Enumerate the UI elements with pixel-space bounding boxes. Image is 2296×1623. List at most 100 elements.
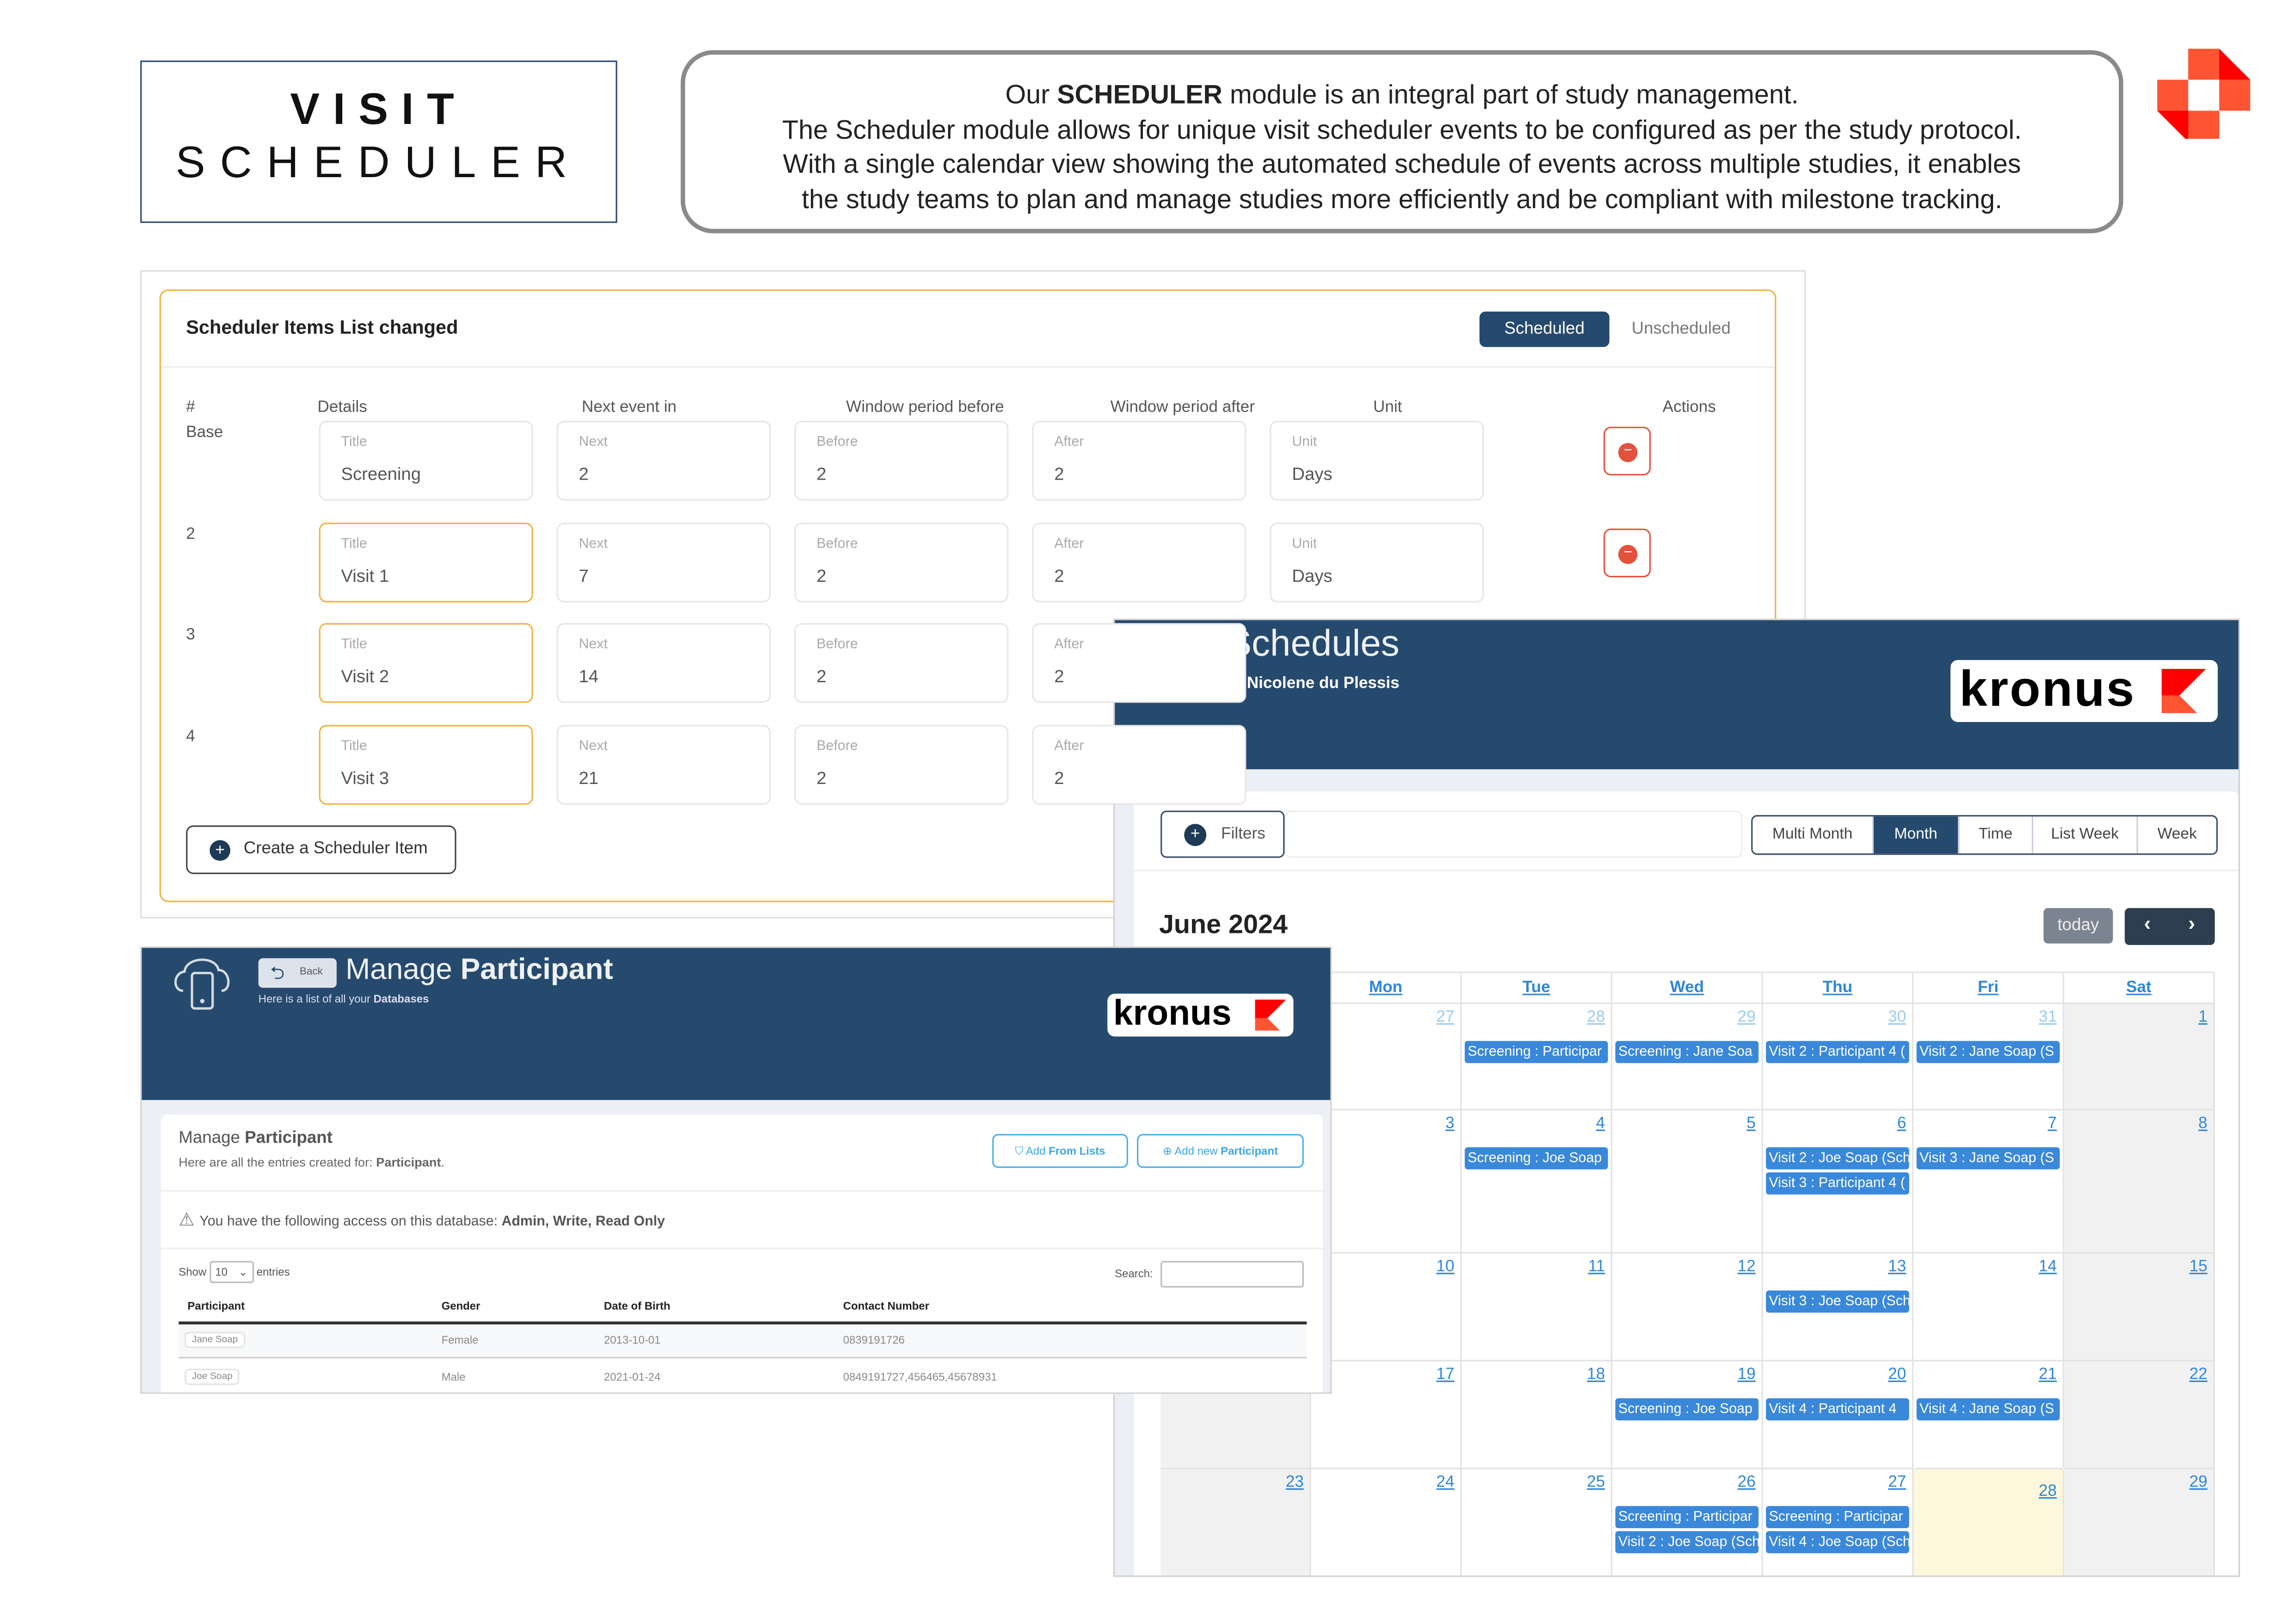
view-time[interactable]: Time [1959,816,2033,854]
day-number[interactable]: 6 [1897,1115,1907,1133]
calendar-event[interactable]: Visit 2 : Jane Soap (S [1916,1041,2060,1063]
day-number[interactable]: 29 [1737,1008,1756,1026]
unit-field[interactable]: Unit Days [1270,523,1484,603]
calendar-event[interactable]: Visit 4 : Joe Soap (Sch [1765,1531,1909,1554]
day-number[interactable]: 15 [2189,1258,2208,1276]
day-number[interactable]: 26 [1737,1473,1756,1492]
calendar-event[interactable]: Visit 2 : Joe Soap (Sch [1615,1531,1759,1554]
day-cell[interactable]: 6 Visit 2 : Joe Soap (Sch Visit 3 : Partic… [1763,1109,1914,1253]
day-cell[interactable]: 3 [1311,1109,1462,1253]
day-cell[interactable]: 10 [1311,1252,1462,1360]
page-size-select[interactable]: 10 ⌄ [209,1261,254,1284]
tab-scheduled[interactable]: Scheduled [1479,311,1610,347]
day-cell[interactable]: 17 [1311,1360,1462,1468]
next-field[interactable]: Next 2 [556,420,771,501]
participant-chip[interactable]: Jane Soap [185,1332,246,1348]
title-field[interactable]: Title Screening [319,420,533,501]
day-number[interactable]: 31 [2038,1008,2057,1026]
next-field[interactable]: Next 14 [556,623,771,703]
day-number[interactable]: 12 [1737,1258,1756,1276]
weekday-header-sat[interactable]: Sat [2064,971,2215,1003]
filter-bar[interactable] [1284,810,1742,858]
weekday-header-tue[interactable]: Tue [1462,971,1612,1003]
table-row[interactable]: Jane Soap Female 2013-10-01 0839191726 [179,1324,1307,1358]
day-number[interactable]: 20 [1888,1365,1907,1384]
calendar-event[interactable]: Visit 3 : Jane Soap (S [1916,1147,2060,1170]
before-field[interactable]: Before 2 [794,623,1009,703]
day-number[interactable]: 24 [1436,1473,1455,1492]
weekday-header-thu[interactable]: Thu [1763,971,1914,1003]
calendar-event[interactable]: Screening : Participar [1765,1506,1909,1529]
day-cell[interactable]: 27 Screening : Participar Visit 4 : Joe So… [1763,1468,1914,1576]
day-cell[interactable]: 13 Visit 3 : Joe Soap (Sch [1763,1252,1914,1360]
title-field[interactable]: Title Visit 1 [319,523,533,603]
day-number[interactable]: 14 [2038,1258,2057,1276]
day-cell[interactable]: 30 Visit 2 : Participant 4 ( [1763,1002,1914,1109]
day-cell[interactable]: 12 [1612,1252,1763,1360]
view-list-week[interactable]: List Week [2033,816,2138,854]
day-number[interactable]: 1 [2198,1008,2208,1026]
day-cell[interactable]: 8 [2064,1109,2215,1253]
day-number[interactable]: 7 [2048,1115,2057,1133]
create-scheduler-item-button[interactable]: + Create a Scheduler Item [186,825,457,874]
day-number[interactable]: 4 [1596,1115,1605,1133]
day-cell[interactable]: 14 [1913,1252,2064,1360]
calendar-event[interactable]: Screening : Joe Soap [1615,1398,1759,1420]
weekday-header-fri[interactable]: Fri [1913,971,2064,1003]
today-button[interactable]: today [2043,908,2113,944]
next-field[interactable]: Next 21 [556,725,771,805]
day-number[interactable]: 21 [2038,1365,2057,1384]
view-week[interactable]: Week [2157,825,2197,843]
day-cell[interactable]: 18 [1462,1360,1612,1468]
after-field[interactable]: After 2 [1032,420,1247,501]
day-number[interactable]: 13 [1888,1258,1907,1276]
delete-row-button[interactable]: − [1603,426,1651,475]
day-cell[interactable]: 27 [1311,1002,1462,1109]
day-number[interactable]: 22 [2189,1365,2208,1384]
view-multi-month[interactable]: Multi Month [1753,816,1874,854]
prev-month-button[interactable]: ‹ [2144,911,2151,935]
day-number[interactable]: 5 [1747,1115,1756,1133]
day-cell[interactable]: 19 Screening : Joe Soap [1612,1360,1763,1468]
day-cell[interactable]: 28 [1913,1468,2064,1576]
day-cell[interactable]: 25 [1462,1468,1612,1576]
day-cell[interactable]: 31 Visit 2 : Jane Soap (S [1913,1002,2064,1109]
day-cell[interactable]: 4 Screening : Joe Soap [1462,1109,1612,1253]
unit-field[interactable]: Unit Days [1270,420,1484,501]
day-number[interactable]: 28 [2038,1482,2057,1500]
day-number[interactable]: 23 [1285,1473,1304,1492]
day-number[interactable]: 27 [1888,1473,1907,1492]
view-month[interactable]: Month [1874,816,1960,854]
calendar-event[interactable]: Screening : Jane Soa [1615,1041,1759,1063]
day-cell[interactable]: 29 Screening : Jane Soa [1612,1002,1763,1109]
day-number[interactable]: 30 [1888,1008,1907,1026]
next-month-button[interactable]: › [2188,911,2195,935]
title-field[interactable]: Title Visit 2 [319,623,533,703]
weekday-header-mon[interactable]: Mon [1311,971,1462,1003]
before-field[interactable]: Before 2 [794,523,1009,603]
day-number[interactable]: 17 [1436,1365,1455,1384]
day-number[interactable]: 29 [2189,1473,2208,1492]
table-row[interactable]: Joe Soap Male 2021-01-24 0849191727,4564… [179,1360,1307,1392]
calendar-event[interactable]: Visit 2 : Participant 4 ( [1765,1041,1909,1063]
calendar-event[interactable]: Visit 4 : Participant 4 [1765,1398,1909,1420]
day-number[interactable]: 25 [1586,1473,1605,1492]
day-cell[interactable]: 7 Visit 3 : Jane Soap (S [1913,1109,2064,1253]
day-cell[interactable]: 23 [1160,1468,1311,1576]
tab-unscheduled[interactable]: Unscheduled [1631,320,1731,339]
day-number[interactable]: 27 [1436,1008,1455,1026]
day-number[interactable]: 11 [1588,1258,1605,1276]
after-field[interactable]: After 2 [1032,623,1247,703]
participant-chip[interactable]: Joe Soap [185,1369,240,1385]
day-cell[interactable]: 20 Visit 4 : Participant 4 [1763,1360,1914,1468]
after-field[interactable]: After 2 [1032,523,1247,603]
add-new-participant-button[interactable]: ⊕ Add new Participant [1137,1134,1304,1168]
day-number[interactable]: 18 [1586,1365,1605,1384]
day-cell[interactable]: 11 [1462,1252,1612,1360]
search-input[interactable] [1160,1261,1304,1288]
day-cell[interactable]: 5 [1612,1109,1763,1253]
day-cell[interactable]: 21 Visit 4 : Jane Soap (S [1913,1360,2064,1468]
day-number[interactable]: 3 [1445,1115,1455,1133]
before-field[interactable]: Before 2 [794,420,1009,501]
after-field[interactable]: After 2 [1032,725,1247,805]
